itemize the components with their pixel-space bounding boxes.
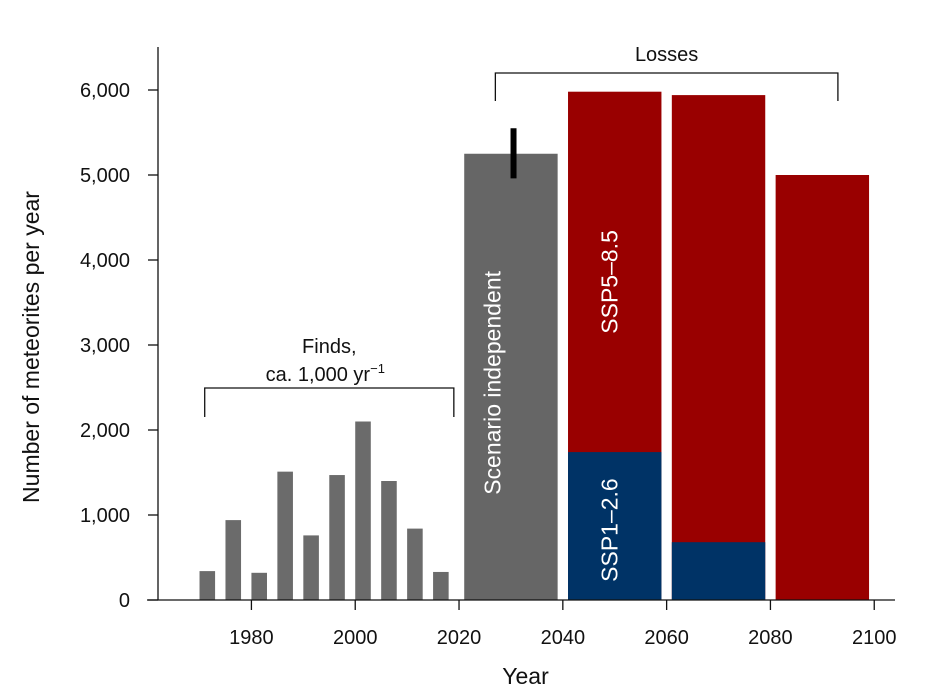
x-tick-label: 2040	[541, 627, 586, 649]
ssp126-bar	[671, 542, 766, 600]
x-tick-label: 2080	[748, 627, 793, 649]
losses-bracket	[494, 72, 839, 101]
finds-rate-label: ca. 1,000 yr−1	[266, 361, 385, 386]
scenario-independent-bar	[464, 153, 558, 600]
finds-bar	[381, 481, 397, 600]
finds-bar	[355, 421, 371, 600]
x-tick-label: 2020	[437, 627, 482, 649]
ssp585-bar	[775, 175, 870, 600]
y-tick-label: 5,000	[80, 165, 130, 187]
finds-bar	[251, 572, 267, 600]
bars-layer: Scenario independent SSP5–8.5 SSP1–2.6	[199, 91, 870, 600]
y-tick-label: 6,000	[80, 80, 130, 102]
finds-bar	[433, 571, 449, 600]
x-tick-label: 2060	[644, 627, 689, 649]
y-tick-label: 2,000	[80, 420, 130, 442]
finds-bar	[225, 520, 242, 600]
ssp126-label: SSP1–2.6	[596, 478, 622, 582]
finds-bar	[303, 535, 319, 600]
finds-label: Finds,	[302, 336, 356, 358]
ssp585-bar	[671, 95, 766, 600]
x-tick-label: 2000	[333, 627, 378, 649]
finds-bar	[329, 475, 345, 600]
finds-bracket	[204, 387, 455, 417]
finds-rate-superscript: −1	[370, 361, 385, 376]
ssp585-label: SSP5–8.5	[596, 230, 622, 334]
y-axis-title: Number of meteorites per year	[18, 191, 44, 503]
finds-bar	[407, 528, 423, 600]
annotations-layer: Finds, ca. 1,000 yr−1 Losses	[204, 44, 839, 417]
ssp126-bar	[568, 452, 662, 600]
x-tick-label: 2100	[852, 627, 897, 649]
finds-bar	[199, 571, 216, 600]
finds-rate-text: ca. 1,000 yr	[266, 364, 371, 386]
y-tick-label: 0	[119, 590, 130, 612]
x-tick-label: 1980	[229, 627, 274, 649]
losses-label: Losses	[635, 44, 698, 66]
x-axis-title: Year	[502, 663, 549, 686]
y-tick-label: 1,000	[80, 505, 130, 527]
scenario-independent-label: Scenario independent	[480, 270, 506, 494]
finds-bar	[277, 471, 293, 600]
y-tick-label: 3,000	[80, 335, 130, 357]
y-tick-label: 4,000	[80, 250, 130, 272]
axes-layer: 0 1,000 2,000 3,000 4,000 5,000 6,000 1980 2000 2…	[18, 47, 896, 686]
